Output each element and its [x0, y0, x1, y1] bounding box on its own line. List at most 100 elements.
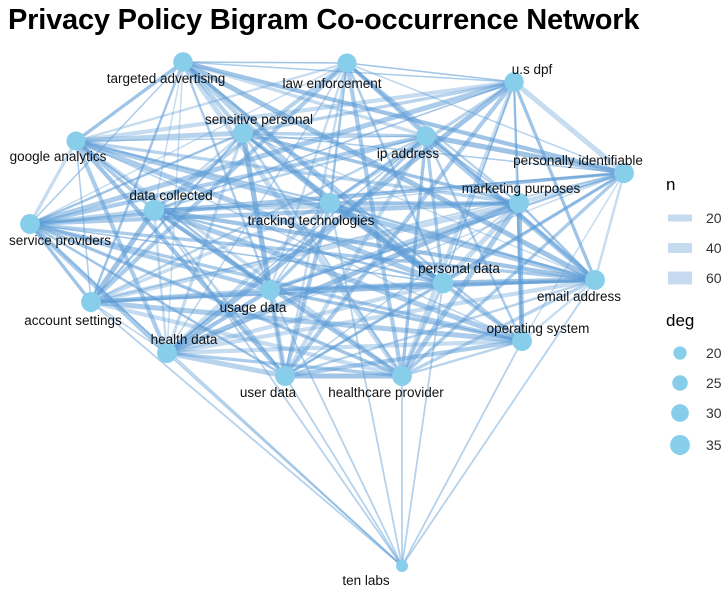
node-label: targeted advertising [107, 71, 226, 86]
edge [27, 79, 517, 227]
node-service-providers [20, 214, 40, 234]
edge [29, 62, 348, 225]
edge-ten-labs [166, 352, 403, 567]
node-label: google analytics [10, 149, 107, 164]
edge [166, 62, 348, 354]
edge [164, 280, 446, 356]
edge [400, 278, 597, 378]
legend-deg-key [672, 375, 688, 391]
node-marketing-purposes [509, 193, 529, 213]
node-label: email address [537, 289, 621, 304]
edge [164, 200, 333, 356]
edge [182, 61, 348, 64]
edge [268, 288, 287, 378]
edge [73, 79, 517, 144]
edge [152, 201, 332, 212]
edge [328, 201, 524, 343]
edge [28, 139, 78, 226]
legend-n-label: 20 [706, 210, 722, 226]
edge [74, 61, 349, 143]
node-user-data [275, 366, 295, 386]
legend-n-title: n [666, 175, 675, 194]
node-label: data collected [129, 188, 212, 203]
edge [152, 208, 445, 285]
edge [166, 135, 427, 354]
node-targeted-advertising [173, 52, 193, 72]
edge [27, 133, 429, 227]
edge [89, 60, 185, 304]
legend-deg-key [673, 346, 687, 360]
legend-n-key [668, 243, 692, 253]
edge [27, 207, 157, 227]
edge [152, 208, 169, 355]
edge-ten-labs [269, 289, 403, 567]
edge [400, 171, 626, 378]
node-label: healthcare provider [328, 385, 444, 400]
edge [89, 278, 597, 304]
edge [90, 301, 168, 354]
node-email-address [585, 270, 605, 290]
edge [88, 207, 157, 305]
node-label: user data [240, 385, 297, 400]
edge [164, 277, 598, 356]
node-sensitive-personal [233, 123, 253, 143]
edge [511, 79, 627, 176]
edge [90, 172, 625, 303]
edge [74, 139, 404, 378]
node-label: u.s dpf [512, 62, 553, 77]
edge [89, 134, 428, 304]
edge [423, 133, 627, 176]
edge [241, 80, 516, 135]
edge [399, 200, 522, 379]
edge [441, 171, 626, 285]
edge [424, 134, 445, 285]
node-ip-address [416, 126, 436, 146]
edge [424, 134, 524, 343]
node-layer [20, 52, 634, 572]
legend-deg-key [671, 404, 689, 422]
node-label: account settings [24, 313, 122, 328]
legend-n-label: 40 [706, 240, 722, 256]
edge [269, 202, 331, 291]
legend-deg-label: 20 [706, 345, 722, 361]
page-title: Privacy Policy Bigram Co-occurrence Netw… [8, 4, 640, 36]
node-label: personally identifiable [513, 153, 643, 168]
edge [400, 134, 428, 378]
edge [180, 59, 333, 206]
legend: n 20 40 60 deg 20 25 30 35 [666, 175, 722, 455]
node-label: sensitive personal [205, 112, 313, 127]
edge [327, 200, 446, 286]
node-label: personal data [418, 261, 500, 276]
edge [27, 200, 522, 227]
edge-ten-labs [401, 282, 444, 567]
node-law-enforcement [337, 53, 357, 73]
node-label: tracking technologies [248, 213, 375, 228]
edge [440, 200, 522, 286]
node-label: marketing purposes [462, 181, 581, 196]
edge [88, 299, 405, 379]
node-u-s-dpf [504, 72, 524, 92]
legend-n-keys: 20 40 60 [666, 206, 722, 290]
edge-ten-labs [29, 223, 403, 567]
edge [282, 338, 525, 379]
legend-n-key [668, 271, 692, 285]
edge [28, 222, 404, 378]
legend-n-label: 60 [706, 270, 722, 286]
node-label: law enforcement [282, 76, 381, 91]
edge [520, 278, 597, 343]
edge-ten-labs [90, 301, 403, 567]
edge [346, 62, 515, 83]
node-health-data [157, 343, 177, 363]
edge [151, 207, 598, 283]
node-tracking-technologies [319, 192, 341, 214]
node-label: ip address [377, 146, 440, 161]
edge [517, 201, 597, 282]
edge [283, 61, 349, 378]
edge [283, 281, 445, 378]
edge [328, 201, 597, 282]
edge [73, 130, 246, 144]
node-personally-identifiable [614, 163, 634, 183]
legend-deg-title: deg [666, 311, 694, 330]
node-personal-data [432, 272, 454, 294]
edge [164, 350, 288, 379]
